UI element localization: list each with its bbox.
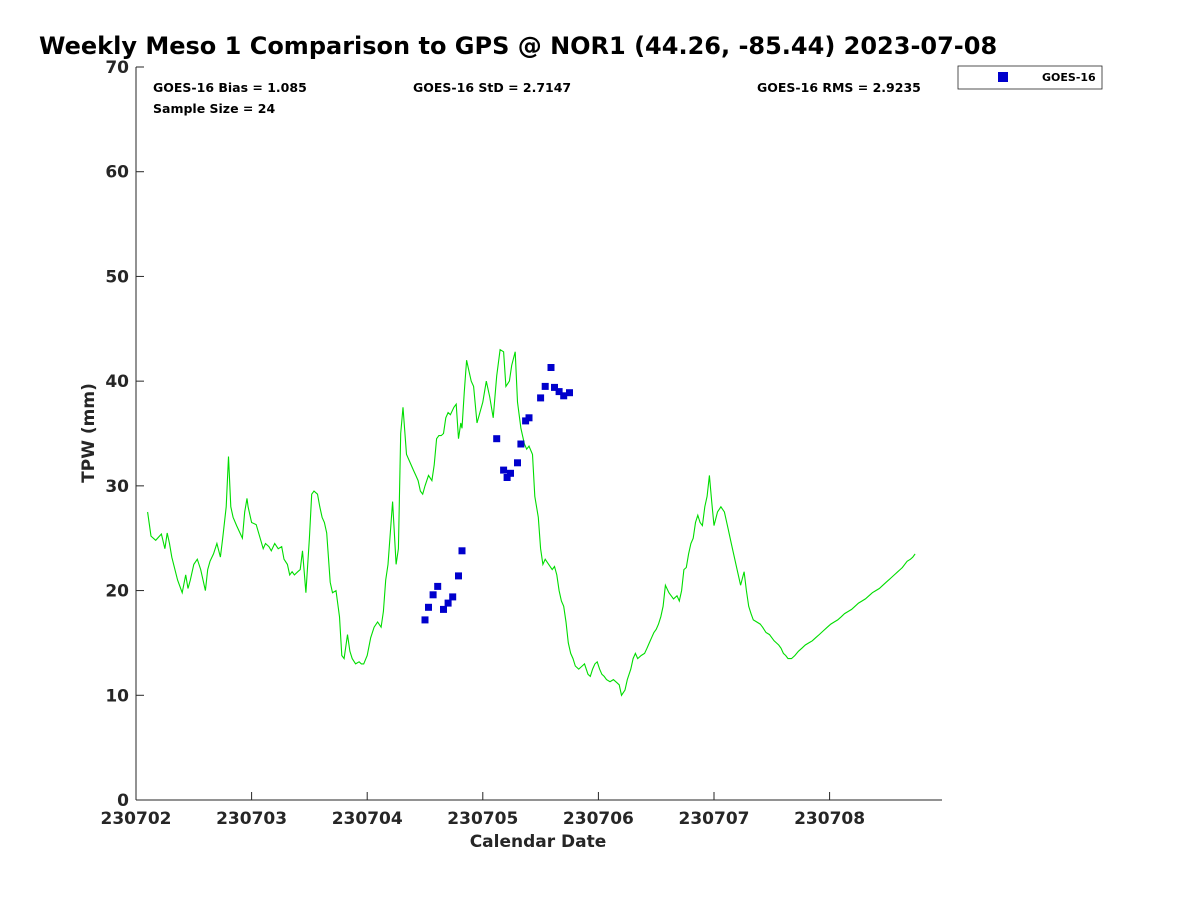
goes-16-point — [555, 388, 563, 396]
y-tick-label: 10 — [105, 686, 129, 706]
goes-16-point — [525, 414, 533, 422]
y-tick-label: 20 — [105, 582, 129, 602]
x-tick-label: 230708 — [794, 809, 865, 829]
chart-title: Weekly Meso 1 Comparison to GPS @ NOR1 (… — [39, 32, 997, 60]
y-tick-label: 70 — [105, 58, 129, 78]
goes-16-point — [517, 440, 525, 448]
y-axis-ticks: 0 10 20 30 40 50 60 70 — [105, 58, 144, 811]
goes-16-point — [493, 435, 501, 443]
goes-16-point — [507, 469, 514, 477]
x-tick-label: 230702 — [101, 809, 172, 829]
goes-16-point — [541, 382, 549, 390]
goes-16-point — [503, 474, 511, 481]
y-tick-label: 0 — [117, 791, 129, 811]
goes-16-point — [551, 383, 558, 391]
goes-16-point — [449, 593, 457, 601]
y-tick-label: 40 — [105, 372, 129, 392]
stat-sample-size: Sample Size = 24 — [153, 101, 275, 116]
x-tick-label: 230704 — [332, 809, 403, 829]
legend: GOES-16 — [957, 65, 1103, 90]
x-axis-ticks: 230702 230703 230704 230705 230706 230707 2307… — [101, 792, 865, 829]
stat-bias: GOES-16 Bias = 1.085 — [153, 80, 307, 95]
y-tick-label: 60 — [105, 163, 129, 183]
goes-16-point — [566, 389, 573, 397]
legend-label-goes-16: GOES-16 — [1042, 71, 1096, 84]
y-tick-label: 30 — [105, 477, 129, 497]
goes-16-point — [421, 616, 429, 624]
stat-std: GOES-16 StD = 2.7147 — [413, 80, 571, 95]
goes-16-point — [444, 599, 452, 607]
goes-16-point — [429, 591, 437, 599]
goes-16-point — [514, 459, 521, 467]
goes-16-point — [560, 392, 568, 400]
goes-16-point — [434, 582, 442, 590]
y-axis-label: TPW (mm) — [79, 383, 99, 483]
x-tick-label: 230707 — [679, 809, 750, 829]
goes-16-point — [425, 603, 432, 611]
goes-16-point — [547, 364, 555, 371]
x-tick-label: 230705 — [447, 809, 518, 829]
legend-marker-goes-16 — [998, 72, 1008, 82]
goes-16-point — [537, 394, 545, 402]
gps-series-line — [147, 348, 916, 697]
gps-series — [147, 348, 916, 697]
goes-16-point — [500, 466, 508, 474]
y-tick-label: 50 — [105, 267, 129, 287]
stat-rms: GOES-16 RMS = 2.9235 — [757, 80, 921, 95]
x-axis-label: Calendar Date — [470, 832, 607, 852]
legend-box — [957, 65, 1103, 90]
x-tick-label: 230706 — [563, 809, 634, 829]
goes-16-point — [440, 605, 447, 613]
goes-16-point — [455, 572, 462, 580]
goes-16-point — [458, 547, 466, 555]
x-tick-label: 230703 — [216, 809, 287, 829]
plot-area: 0 10 20 30 40 50 60 70 230702 230703 230704 230705… — [101, 58, 942, 829]
goes-16-series — [421, 364, 573, 624]
